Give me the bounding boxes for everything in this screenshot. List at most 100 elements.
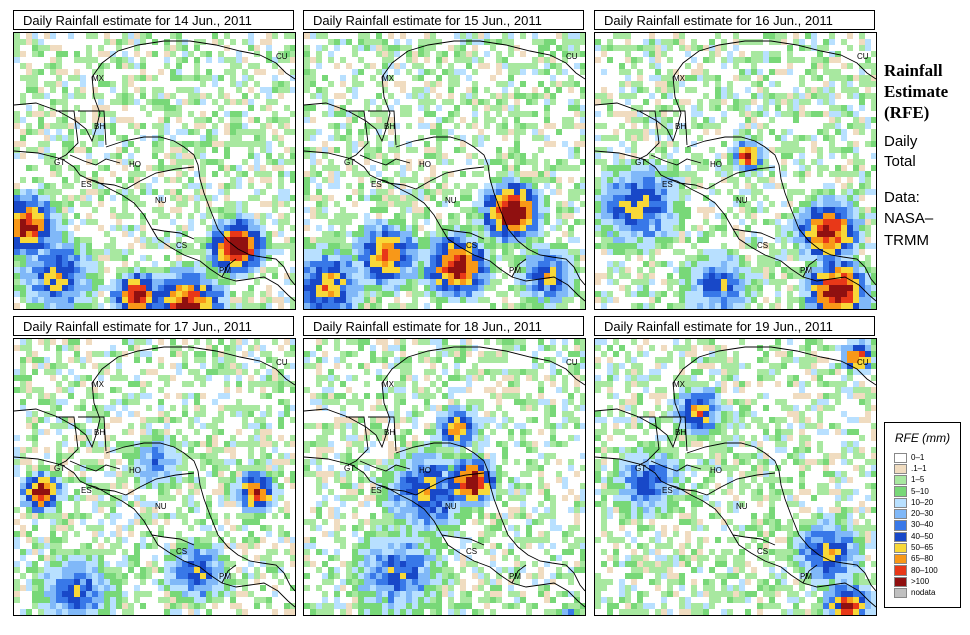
rainfall-cell (805, 135, 811, 141)
rainfall-cell (56, 453, 62, 459)
rainfall-cell (817, 261, 823, 267)
rainfall-cell (194, 417, 200, 423)
rainfall-cell (140, 105, 146, 111)
rainfall-cell (394, 123, 400, 129)
rainfall-cell (562, 213, 568, 219)
rainfall-cell (382, 99, 388, 105)
rainfall-cell (829, 33, 835, 39)
rainfall-cell (110, 351, 116, 357)
rainfall-cell (430, 273, 436, 279)
rainfall-cell (745, 75, 751, 81)
rainfall-cell (871, 99, 876, 105)
rainfall-cell (562, 231, 568, 237)
rainfall-cell (110, 417, 116, 423)
rainfall-cell (26, 111, 32, 117)
rainfall-cell (370, 237, 376, 243)
rainfall-cell (334, 177, 340, 183)
rainfall-cell (484, 183, 490, 189)
rainfall-cell (757, 93, 763, 99)
rainfall-cell (709, 285, 715, 291)
rainfall-cell (607, 135, 613, 141)
rainfall-cell (20, 273, 26, 279)
rainfall-cell (631, 93, 637, 99)
rainfall-cell (709, 147, 715, 153)
rainfall-cell (667, 153, 673, 159)
rainfall-cell (200, 261, 206, 267)
rainfall-cell (322, 303, 328, 309)
rainfall-cell (304, 45, 310, 51)
rainfall-cell (418, 225, 424, 231)
rainfall-cell (406, 195, 412, 201)
rainfall-cell (466, 33, 472, 39)
rainfall-cell (514, 63, 520, 69)
rainfall-cell (631, 81, 637, 87)
rainfall-cell (266, 411, 272, 417)
rainfall-cell (715, 267, 721, 273)
rainfall-cell (14, 369, 20, 375)
rainfall-cell (655, 219, 661, 225)
rainfall-cell (520, 159, 526, 165)
rainfall-cell (424, 87, 430, 93)
rainfall-cell (649, 249, 655, 255)
rainfall-cell (490, 261, 496, 267)
rainfall-cell (574, 249, 580, 255)
rainfall-cell (649, 51, 655, 57)
rainfall-cell (98, 69, 104, 75)
rainfall-cell (236, 183, 242, 189)
rainfall-cell (721, 297, 727, 303)
rainfall-cell (278, 375, 284, 381)
rainfall-cell (562, 303, 568, 309)
rainfall-cell (158, 207, 164, 213)
rainfall-cell (382, 159, 388, 165)
rainfall-cell (304, 255, 310, 261)
rainfall-cell (436, 51, 442, 57)
rainfall-cell (74, 381, 80, 387)
rainfall-cell (436, 201, 442, 207)
rainfall-cell (382, 279, 388, 285)
rainfall-cell (508, 147, 514, 153)
rainfall-cell (334, 285, 340, 291)
rainfall-cell (625, 225, 631, 231)
rainfall-cell (352, 75, 358, 81)
rainfall-cell (448, 237, 454, 243)
rainfall-cell (436, 291, 442, 297)
rainfall-cell (44, 255, 50, 261)
rainfall-cell (454, 219, 460, 225)
rainfall-cell (68, 201, 74, 207)
rainfall-cell (418, 45, 424, 51)
rainfall-cell (370, 99, 376, 105)
rainfall-cell (182, 201, 188, 207)
rainfall-cell (865, 219, 871, 225)
rainfall-cell (673, 231, 679, 237)
rainfall-cell (607, 225, 613, 231)
rainfall-cell (236, 261, 242, 267)
rainfall-cell (673, 147, 679, 153)
rainfall-cell (595, 147, 601, 153)
rainfall-cell (92, 87, 98, 93)
rainfall-cell (751, 267, 757, 273)
rainfall-cell (140, 39, 146, 45)
rainfall-cell (86, 273, 92, 279)
rainfall-cell (14, 117, 20, 123)
rainfall-cell (50, 243, 56, 249)
rainfall-cell (212, 39, 218, 45)
rainfall-cell (86, 435, 92, 441)
rainfall-cell (14, 201, 20, 207)
rainfall-cell (454, 75, 460, 81)
rainfall-cell (853, 93, 859, 99)
rainfall-cell (805, 261, 811, 267)
rainfall-cell (200, 99, 206, 105)
rainfall-cell (763, 153, 769, 159)
rainfall-cell (224, 153, 230, 159)
rainfall-cell (496, 123, 502, 129)
rainfall-cell (673, 195, 679, 201)
rainfall-cell (260, 135, 266, 141)
rainfall-cell (841, 237, 847, 243)
rainfall-cell (655, 207, 661, 213)
rainfall-cell (472, 69, 478, 75)
rainfall-cell (484, 135, 490, 141)
rainfall-cell (382, 117, 388, 123)
rainfall-cell (595, 153, 601, 159)
rainfall-cell (799, 243, 805, 249)
rainfall-cell (322, 93, 328, 99)
